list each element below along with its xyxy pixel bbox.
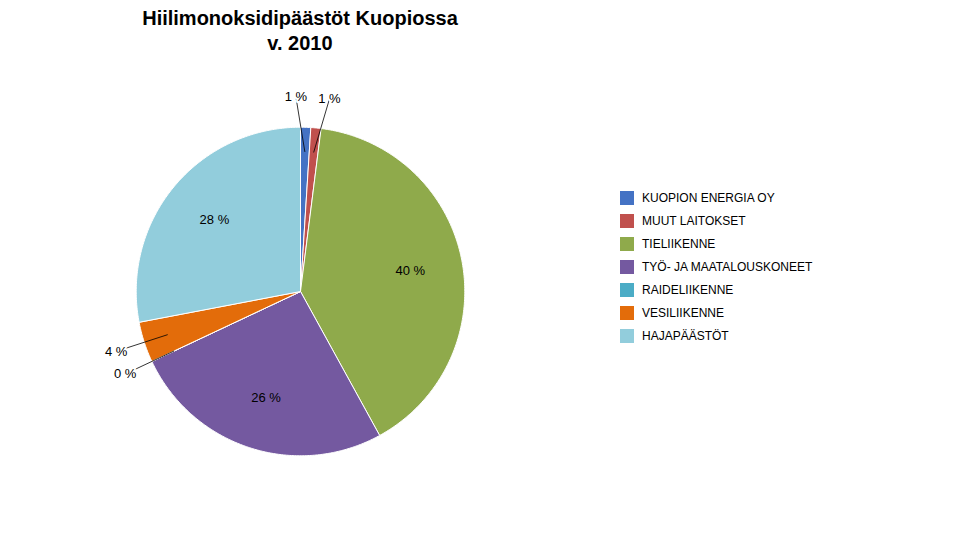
- html-text:TIELIIKENNE: TIELIIKENNE: [642, 236, 716, 251]
- svg-text:1 %: 1 %: [318, 91, 341, 106]
- svg-text:40 %: 40 %: [395, 263, 425, 278]
- svg-text:0 %: 0 %: [114, 366, 137, 381]
- html-text:MUUT LAITOKSET: MUUT LAITOKSET: [642, 213, 746, 228]
- svg-text:26 %: 26 %: [251, 390, 281, 405]
- svg-text:1 %: 1 %: [285, 89, 308, 104]
- svg-text:28 %: 28 %: [200, 212, 230, 227]
- html-text:TYÖ- JA MAATALOUSKONEET: TYÖ- JA MAATALOUSKONEET: [642, 259, 813, 274]
- html-text:RAIDELIIKENNE: RAIDELIIKENNE: [642, 282, 734, 297]
- svg-text:4 %: 4 %: [105, 344, 128, 359]
- html-text:HAJAPÄÄSTÖT: HAJAPÄÄSTÖT: [642, 328, 729, 343]
- html-text:KUOPION ENERGIA OY: KUOPION ENERGIA OY: [642, 190, 775, 205]
- html-text:VESILIIKENNE: VESILIIKENNE: [642, 305, 724, 320]
- html-text:Hiilimonoksidipäästöt Kuopioss: Hiilimonoksidipäästöt Kuopiossa v. 2010: [142, 7, 458, 54]
